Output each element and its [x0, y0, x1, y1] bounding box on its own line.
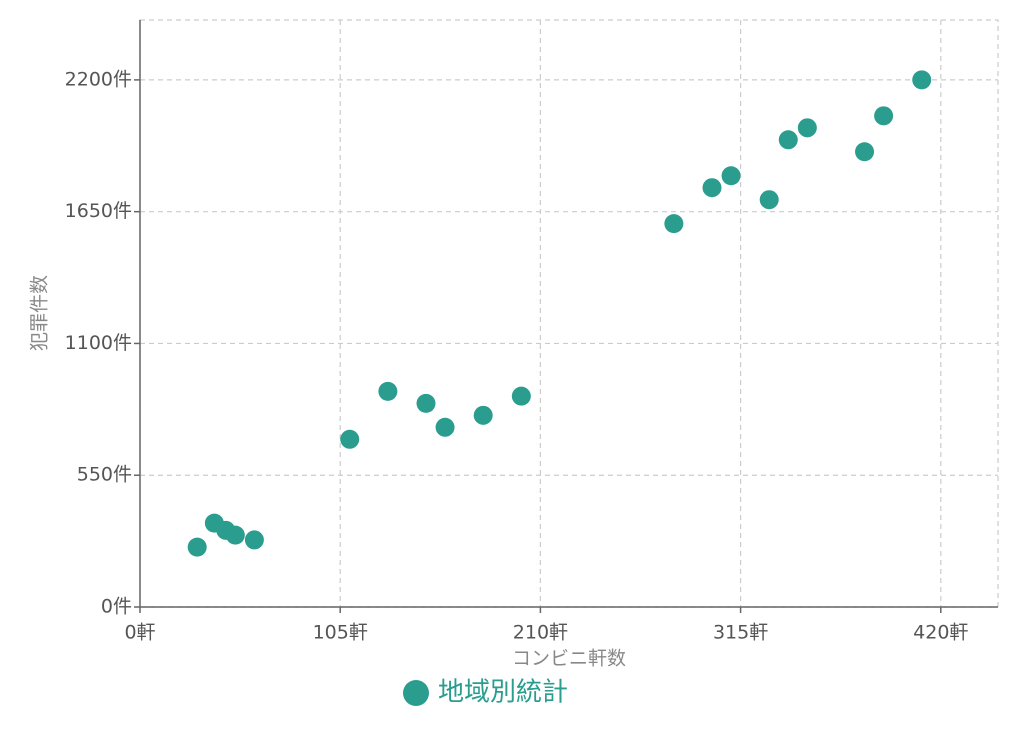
x-tick-label: 315軒 [713, 622, 768, 644]
scatter-point [244, 530, 264, 550]
scatter-point [721, 166, 741, 186]
y-tick-label: 2200件 [65, 68, 132, 90]
y-tick-label: 1650件 [65, 200, 132, 222]
y-tick-label: 0件 [101, 596, 132, 618]
scatter-point [416, 393, 436, 413]
legend-text: 地域別統計 [438, 678, 568, 708]
y-tick-label: 1100件 [65, 332, 132, 354]
scatter-point [378, 381, 398, 401]
scatter-point [435, 417, 455, 437]
scatter-point [511, 386, 531, 406]
scatter-point [912, 70, 932, 90]
scatter-point [874, 106, 894, 126]
y-axis-title: 犯罪件数 [29, 275, 51, 351]
plot-frame [139, 19, 999, 608]
scatter-point [759, 190, 779, 210]
y-tick-label: 550件 [77, 464, 132, 486]
scatter-point [797, 118, 817, 138]
scatter-point [225, 525, 245, 545]
scatter-point [664, 214, 684, 234]
x-tick-label: 105軒 [313, 622, 368, 644]
scatter-point [473, 405, 493, 425]
scatter-point [855, 142, 875, 162]
scatter-point [778, 130, 798, 150]
legend-marker [403, 680, 429, 706]
x-tick-label: 0軒 [124, 622, 155, 644]
x-tick-label: 420軒 [913, 622, 968, 644]
scatter-point [187, 537, 207, 557]
x-axis-title: コンビニ軒数 [512, 648, 626, 670]
scatter-point [702, 178, 722, 198]
scatter-point [340, 429, 360, 449]
x-tick-label: 210軒 [513, 622, 568, 644]
